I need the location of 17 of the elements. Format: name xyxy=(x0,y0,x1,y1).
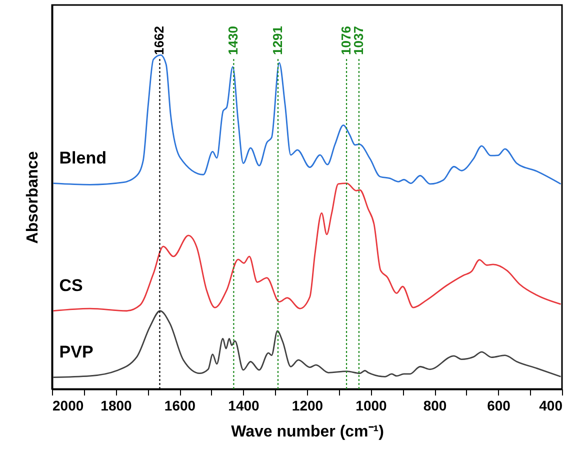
x-axis-title: Wave number (cm⁻¹) xyxy=(231,424,384,440)
ref-line-label: 1662 xyxy=(152,26,167,55)
ref-line-label: 1430 xyxy=(226,26,241,55)
x-tick-label: 1200 xyxy=(292,398,324,414)
x-tick-label: 400 xyxy=(539,398,563,414)
x-tick-label: 1000 xyxy=(356,398,388,414)
x-tick-label: 1800 xyxy=(100,398,132,414)
x-tick-label: 1400 xyxy=(228,398,260,414)
x-tick-label: 600 xyxy=(487,398,511,414)
x-tick-label: 1600 xyxy=(164,398,196,414)
y-axis-title: Absorbance xyxy=(24,151,42,244)
series-label: CS xyxy=(59,276,83,295)
x-tick-label: 800 xyxy=(423,398,447,414)
x-tick-label: 2000 xyxy=(52,398,84,414)
series-label: PVP xyxy=(59,342,94,362)
series-label: Blend xyxy=(59,148,107,168)
ref-line-label: 1291 xyxy=(270,26,285,55)
